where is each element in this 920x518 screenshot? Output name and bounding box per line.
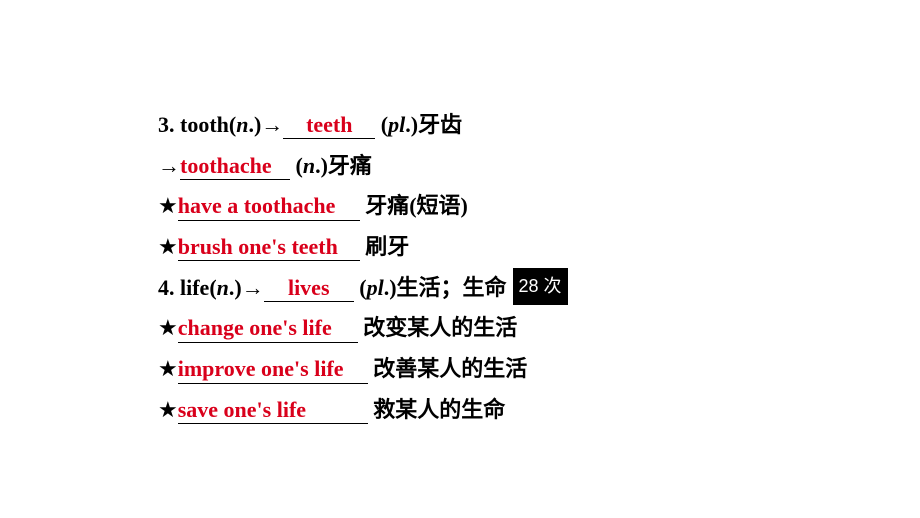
entry-3-phrase-1: ★have a toothache 牙痛(短语) xyxy=(158,186,920,227)
entry-3-line-2: →toothache (n.)牙痛 xyxy=(158,146,920,187)
pos: n xyxy=(236,112,248,137)
star-icon: ★ xyxy=(158,315,178,340)
meaning-lives: 生活；生命 xyxy=(397,275,507,300)
blank-have-toothache: have a toothache xyxy=(178,193,360,220)
blank-lives: lives xyxy=(264,275,354,302)
answer-toothache: toothache xyxy=(180,153,272,178)
blank-teeth: teeth xyxy=(283,112,375,139)
meaning-improve-life: 改善某人的生活 xyxy=(368,356,528,381)
pl-close: .) xyxy=(405,112,418,137)
entry-3-phrase-2: ★brush one's teeth 刷牙 xyxy=(158,227,920,268)
entry-4-phrase-1: ★change one's life 改变某人的生活 xyxy=(158,308,920,349)
entry-3-line-1: 3. tooth(n.)→ teeth (pl.)牙齿 xyxy=(158,105,920,146)
answer-teeth: teeth xyxy=(306,112,352,137)
meaning-have-toothache: 牙痛(短语) xyxy=(360,193,468,218)
pl-open: ( xyxy=(375,112,388,137)
pos2-open: ( xyxy=(290,153,303,178)
meaning-save-life: 救某人的生命 xyxy=(368,397,506,422)
pos2: n xyxy=(303,153,315,178)
entry-number: 3. xyxy=(158,112,175,137)
star-icon: ★ xyxy=(158,193,178,218)
entry-4-phrase-3: ★save one's life 救某人的生命 xyxy=(158,390,920,431)
answer-lives: lives xyxy=(288,275,330,300)
headword: tooth( xyxy=(180,112,236,137)
answer-improve-life: improve one's life xyxy=(178,356,344,381)
meaning-teeth: 牙齿 xyxy=(418,112,462,137)
blank-brush-teeth: brush one's teeth xyxy=(178,234,360,261)
meaning-change-life: 改变某人的生活 xyxy=(358,315,518,340)
pl-open: ( xyxy=(354,275,367,300)
blank-toothache: toothache xyxy=(180,153,290,180)
headword-end: .)→ xyxy=(248,112,283,137)
entry-number: 4. xyxy=(158,275,175,300)
star-icon: ★ xyxy=(158,234,178,259)
star-icon: ★ xyxy=(158,356,178,381)
blank-improve-life: improve one's life xyxy=(178,356,368,383)
meaning-toothache: 牙痛 xyxy=(328,153,372,178)
arrow: → xyxy=(158,153,180,178)
headword-end: .)→ xyxy=(229,275,264,300)
answer-change-life: change one's life xyxy=(178,315,332,340)
star-icon: ★ xyxy=(158,397,178,422)
blank-change-life: change one's life xyxy=(178,315,358,342)
pl: pl xyxy=(388,112,405,137)
meaning-brush-teeth: 刷牙 xyxy=(360,234,410,259)
answer-save-life: save one's life xyxy=(178,397,306,422)
headword: life( xyxy=(180,275,217,300)
entry-4-line-1: 4. life(n.)→ lives (pl.)生活；生命28 次 xyxy=(158,268,920,309)
frequency-badge: 28 次 xyxy=(513,268,568,305)
blank-save-life: save one's life xyxy=(178,397,368,424)
answer-have-toothache: have a toothache xyxy=(178,193,336,218)
pl-close: .) xyxy=(384,275,397,300)
pos: n xyxy=(217,275,229,300)
pos2-close: .) xyxy=(315,153,328,178)
pl: pl xyxy=(367,275,384,300)
entry-4-phrase-2: ★improve one's life 改善某人的生活 xyxy=(158,349,920,390)
answer-brush-teeth: brush one's teeth xyxy=(178,234,338,259)
